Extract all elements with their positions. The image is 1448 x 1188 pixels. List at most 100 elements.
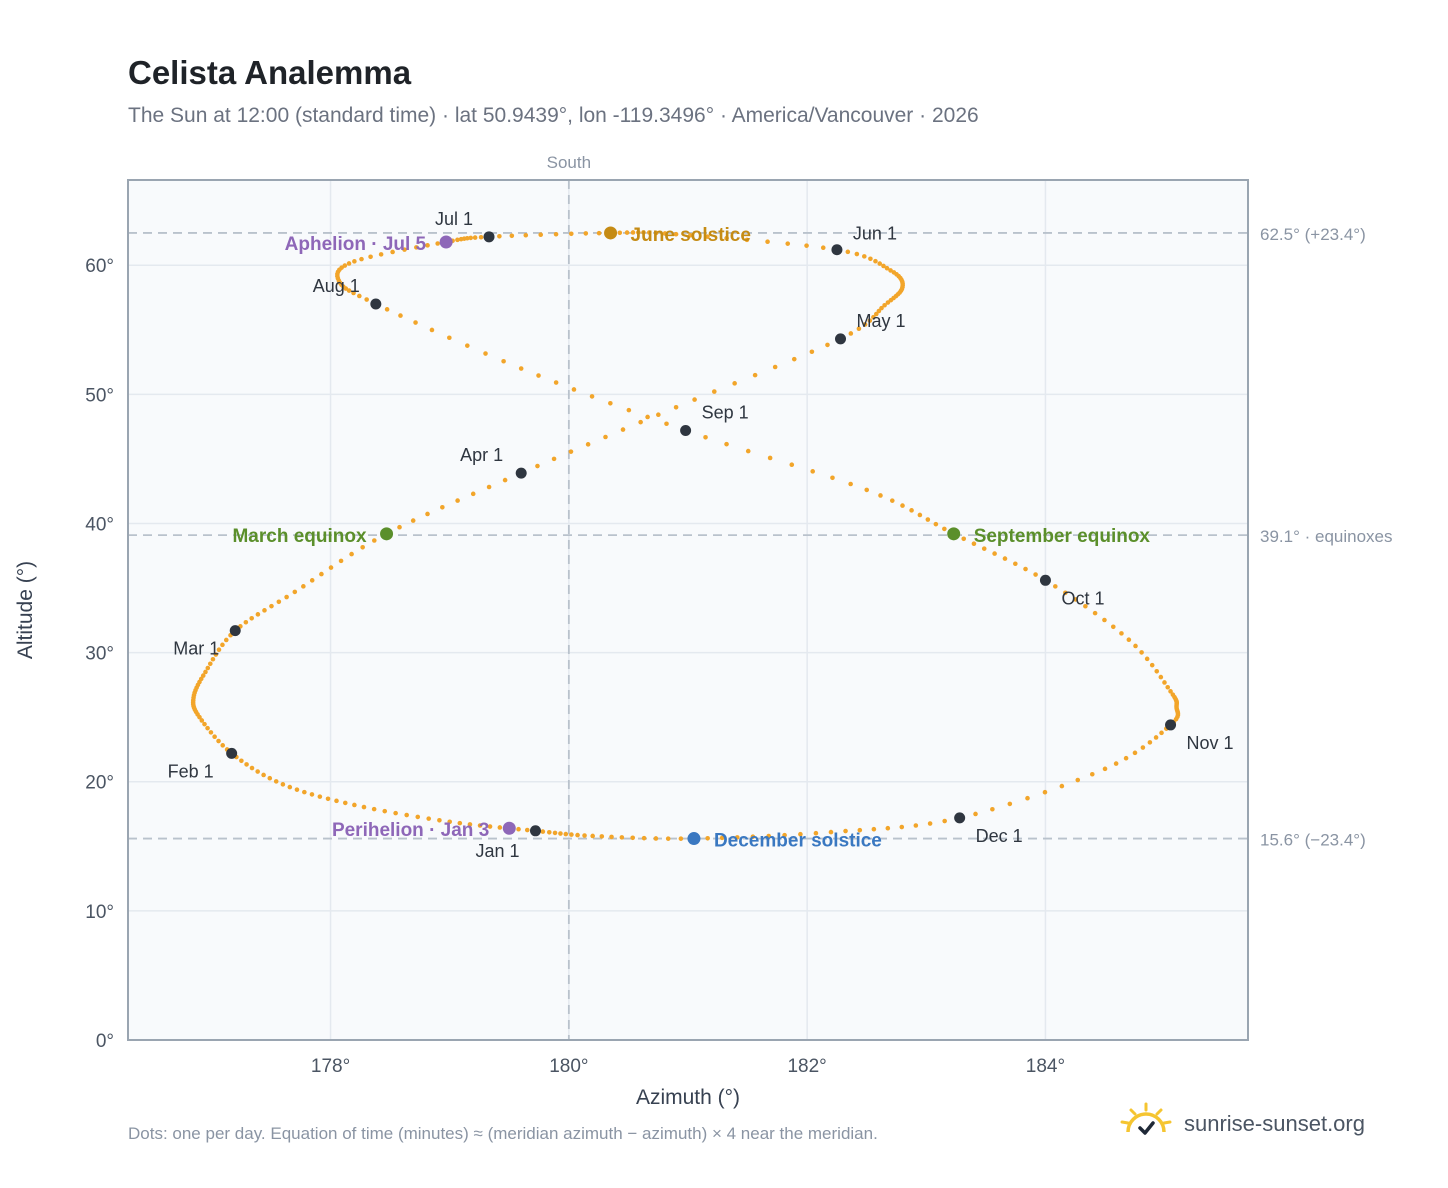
daily-dot: [249, 765, 255, 771]
daily-dot: [1133, 643, 1138, 649]
daily-dot: [364, 297, 369, 302]
daily-dot: [899, 824, 905, 830]
daily-dot: [244, 762, 249, 767]
daily-dot: [352, 259, 357, 264]
month-marker: [515, 467, 527, 479]
footnote: Dots: one per day. Equation of time (min…: [128, 1124, 878, 1143]
daily-dot: [478, 234, 484, 240]
daily-dot: [352, 802, 357, 808]
daily-dot: [873, 311, 879, 317]
daily-dot: [378, 252, 384, 257]
daily-dot: [1144, 656, 1150, 662]
daily-dot: [368, 254, 373, 260]
daily-dot: [882, 302, 887, 308]
daily-dot: [349, 551, 354, 557]
daily-dot: [626, 407, 632, 413]
daily-dot: [641, 230, 646, 235]
daily-dot: [486, 484, 492, 490]
daily-dot: [782, 832, 787, 838]
daily-dot: [1132, 750, 1138, 756]
daily-dot: [1002, 556, 1008, 561]
daily-dot: [1140, 745, 1146, 750]
daily-dot: [267, 775, 273, 781]
daily-dot: [705, 234, 710, 239]
reference-line-label: 15.6° (−23.4°): [1260, 831, 1366, 850]
daily-dot: [583, 231, 589, 236]
daily-dot: [255, 769, 260, 774]
daily-dot: [884, 265, 890, 271]
daily-dot: [200, 673, 206, 678]
daily-dot: [888, 268, 893, 273]
daily-dot: [789, 462, 795, 468]
daily-dot: [885, 825, 891, 831]
y-tick-label: 0°: [96, 1031, 114, 1052]
daily-dot: [538, 232, 544, 238]
daily-dot: [497, 234, 502, 239]
daily-dot: [889, 498, 895, 503]
daily-dot: [468, 235, 474, 241]
daily-dot: [413, 320, 418, 325]
daily-dot: [563, 831, 569, 837]
daily-dot: [351, 290, 356, 296]
daily-dot: [213, 652, 219, 657]
daily-dot: [705, 835, 710, 841]
daily-dot: [301, 584, 306, 589]
event-label: September equinox: [974, 526, 1151, 547]
daily-dot: [942, 818, 947, 824]
daily-dot: [346, 288, 352, 293]
daily-dot: [273, 779, 279, 784]
daily-dot: [553, 231, 559, 237]
x-tick-label: 178°: [311, 1056, 350, 1077]
x-tick-label: 180°: [549, 1056, 588, 1077]
daily-dot: [596, 230, 602, 236]
daily-dot: [990, 806, 995, 812]
reference-line-label: 39.1° · equinoxes: [1260, 527, 1393, 546]
daily-dot: [719, 835, 725, 841]
month-marker: [680, 425, 692, 437]
daily-dot: [638, 419, 643, 425]
month-label: Sep 1: [702, 403, 749, 423]
daily-dot: [856, 326, 862, 332]
daily-dot: [255, 612, 261, 617]
daily-dot: [843, 828, 848, 834]
daily-dot: [828, 829, 834, 835]
daily-dot: [913, 823, 919, 828]
daily-dot: [992, 551, 997, 556]
daily-dot: [402, 247, 407, 252]
daily-dot: [208, 730, 214, 735]
daily-dot: [575, 832, 580, 838]
daily-dot: [552, 830, 558, 836]
event-marker: [502, 821, 516, 835]
daily-dot: [734, 835, 740, 840]
daily-dot: [630, 230, 636, 235]
daily-dot: [925, 517, 931, 522]
brand[interactable]: sunrise-sunset.org: [1120, 1102, 1365, 1144]
daily-dot: [646, 230, 652, 235]
daily-dot: [724, 235, 729, 241]
daily-dot: [665, 836, 671, 841]
event-label: March equinox: [232, 526, 367, 547]
daily-dot: [766, 833, 771, 839]
daily-dot: [750, 834, 756, 840]
daily-dot: [878, 493, 883, 498]
daily-dot: [202, 721, 207, 727]
daily-dot: [891, 270, 897, 275]
x-axis-label: Azimuth (°): [636, 1086, 740, 1109]
month-marker: [226, 747, 238, 759]
daily-dot: [540, 829, 546, 834]
month-marker: [370, 298, 382, 310]
month-label: Jan 1: [475, 841, 519, 861]
daily-dot: [571, 387, 577, 392]
daily-dot: [294, 787, 300, 792]
daily-dot: [867, 318, 873, 323]
daily-dot: [973, 811, 978, 817]
daily-dot: [212, 734, 217, 739]
daily-dot: [361, 804, 367, 810]
daily-dot: [497, 825, 503, 830]
daily-dot: [509, 233, 515, 239]
daily-dot: [732, 381, 737, 386]
daily-dot: [864, 487, 870, 493]
daily-dot: [410, 518, 416, 523]
daily-dot: [425, 511, 430, 517]
daily-dot: [785, 241, 791, 246]
